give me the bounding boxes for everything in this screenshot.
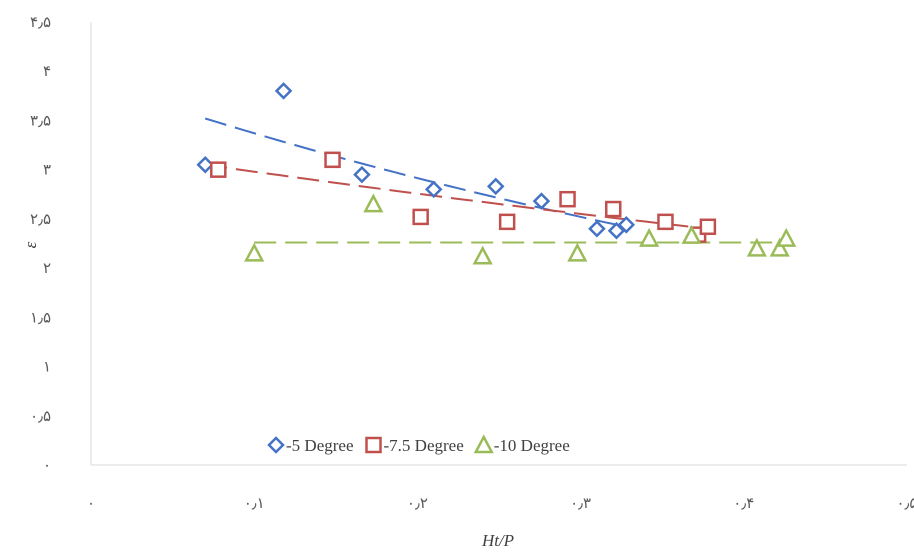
trendline xyxy=(204,117,627,228)
legend-marker-diamond xyxy=(267,436,285,454)
legend-marker-triangle xyxy=(473,434,494,454)
x-tick-label: ۰٫۵ xyxy=(897,496,914,512)
legend: -5 Degree -7.5 Degree -10 Degree xyxy=(267,434,570,455)
data-point-square xyxy=(559,190,576,208)
data-point-triangle xyxy=(639,227,660,247)
data-point-diamond xyxy=(424,180,443,199)
x-tick-label: ۰٫۱ xyxy=(244,496,265,512)
data-point-diamond xyxy=(486,177,505,196)
data-point-square xyxy=(412,208,429,226)
data-point-square xyxy=(210,161,227,178)
trendline xyxy=(205,163,709,230)
y-tick-label: ۲ xyxy=(43,261,51,277)
legend-marker-square xyxy=(365,436,382,454)
x-axis-title: Ht/P xyxy=(481,531,514,550)
data-point-square xyxy=(324,151,341,169)
y-tick-label: ۴ xyxy=(43,64,51,80)
data-point-triangle xyxy=(681,224,702,244)
y-tick-label: ۲٫۵ xyxy=(30,212,51,228)
data-point-diamond xyxy=(588,219,606,238)
legend-label: -7.5 Degree xyxy=(384,436,464,455)
data-point-diamond xyxy=(274,82,293,100)
data-point-triangle xyxy=(567,242,588,262)
x-tick-label: ۰ xyxy=(87,496,95,512)
y-tick-label: ۳ xyxy=(43,163,51,179)
y-tick-label: ۳٫۵ xyxy=(30,113,51,129)
data-point-diamond xyxy=(532,192,551,210)
data-point-diamond xyxy=(617,216,636,234)
y-tick-label: ۱ xyxy=(43,360,51,376)
y-tick-label: ۰ xyxy=(43,458,51,474)
x-tick-label: ۰٫۲ xyxy=(407,496,428,512)
legend-label: -10 Degree xyxy=(494,436,570,455)
data-point-square xyxy=(498,213,516,231)
data-point-triangle xyxy=(776,227,797,247)
data-point-square xyxy=(657,213,674,231)
data-point-square xyxy=(699,218,717,236)
data-point-triangle xyxy=(363,193,384,213)
legend-label: -5 Degree xyxy=(286,436,354,455)
x-tick-label: ۰٫۴ xyxy=(733,496,754,512)
y-tick-label: ۱٫۵ xyxy=(30,310,51,326)
data-point-square xyxy=(604,200,622,218)
x-tick-label: ۰٫۳ xyxy=(570,496,591,512)
data-point-triangle xyxy=(746,237,767,257)
y-tick-label: ۴٫۵ xyxy=(30,15,51,31)
data-point-diamond xyxy=(196,155,215,174)
data-point-diamond xyxy=(353,165,371,184)
y-axis-title: ε xyxy=(21,241,40,248)
data-point-triangle xyxy=(769,237,790,257)
data-point-triangle xyxy=(472,245,493,265)
data-point-triangle xyxy=(244,242,265,262)
y-tick-label: ۰٫۵ xyxy=(30,409,51,425)
